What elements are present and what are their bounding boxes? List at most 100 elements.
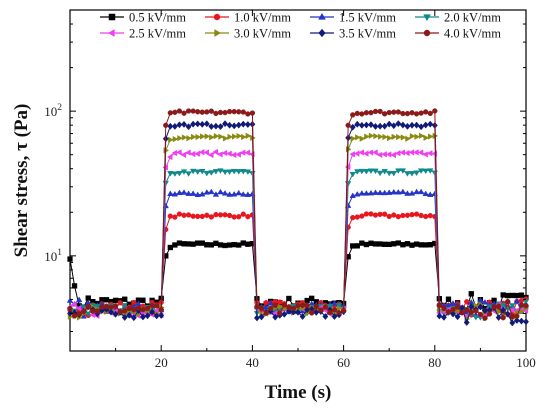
- data-point: [203, 149, 209, 156]
- data-point: [195, 109, 201, 115]
- data-point: [230, 151, 237, 159]
- data-point: [67, 256, 73, 262]
- data-point: [394, 150, 401, 157]
- data-point: [185, 123, 192, 131]
- data-point: [244, 121, 251, 129]
- data-point: [363, 169, 370, 175]
- data-point: [441, 305, 447, 312]
- data-point: [391, 241, 397, 247]
- data-point: [108, 308, 115, 316]
- x-tick-label: 60: [337, 355, 350, 370]
- data-point: [385, 151, 392, 158]
- data-point: [518, 302, 525, 308]
- data-point: [194, 191, 201, 197]
- legend-label: 3.5 kV/mm: [339, 27, 396, 41]
- data-point: [322, 312, 329, 320]
- data-point: [217, 151, 223, 158]
- data-point: [404, 122, 411, 130]
- data-point: [364, 133, 370, 140]
- data-point: [349, 192, 356, 198]
- data-point: [185, 212, 192, 218]
- data-point: [190, 241, 196, 247]
- data-point: [208, 188, 215, 195]
- legend-item: 2.0 kV/mm: [415, 11, 501, 25]
- data-point: [235, 151, 241, 158]
- data-point: [230, 190, 238, 197]
- data-point: [304, 302, 310, 308]
- data-point: [99, 304, 105, 310]
- data-point: [381, 169, 388, 175]
- data-point: [167, 171, 174, 177]
- data-point: [363, 190, 370, 196]
- data-point: [290, 305, 297, 312]
- data-point: [222, 242, 228, 249]
- data-point: [172, 109, 178, 115]
- data-point: [427, 120, 434, 128]
- data-point: [473, 308, 479, 314]
- data-point: [377, 241, 383, 247]
- data-point: [376, 189, 384, 196]
- data-point: [445, 309, 452, 315]
- data-point: [222, 109, 228, 116]
- data-point: [523, 318, 529, 326]
- data-point: [212, 148, 219, 156]
- axis-layer: 20 40 60 80 100 101 102: [44, 9, 536, 370]
- data-point: [349, 123, 356, 131]
- data-point: [363, 211, 370, 217]
- data-point: [121, 313, 128, 322]
- data-point: [112, 310, 119, 318]
- data-point: [85, 311, 92, 318]
- data-point: [217, 212, 224, 218]
- data-point: [221, 190, 229, 196]
- data-point: [381, 241, 388, 247]
- data-point: [427, 168, 434, 174]
- data-point: [481, 298, 489, 305]
- data-point: [391, 212, 397, 218]
- data-point: [181, 134, 188, 141]
- x-tick-label: 100: [516, 355, 536, 370]
- data-point: [177, 135, 183, 142]
- data-point: [166, 153, 173, 161]
- data-point: [254, 303, 260, 310]
- data-point: [359, 111, 365, 117]
- data-point: [267, 299, 274, 306]
- data-point: [382, 133, 389, 141]
- series-2-5-kv-mm: [66, 148, 529, 320]
- data-point: [363, 150, 369, 157]
- data-point: [281, 310, 288, 318]
- data-point: [227, 133, 233, 141]
- legend-label: 2.5 kV/mm: [129, 27, 186, 41]
- data-point: [372, 189, 379, 195]
- data-point: [112, 303, 119, 309]
- data-point: [240, 120, 247, 128]
- data-point: [195, 133, 202, 141]
- data-point: [167, 110, 173, 116]
- data-point: [391, 109, 397, 115]
- data-point: [180, 151, 187, 159]
- data-point: [209, 134, 215, 141]
- data-point: [386, 170, 393, 177]
- data-point: [299, 302, 306, 308]
- data-point: [404, 212, 411, 218]
- data-point: [395, 168, 402, 174]
- x-tick-label: 80: [428, 355, 441, 370]
- series-line: [69, 110, 527, 320]
- data-point: [509, 313, 515, 320]
- data-point: [240, 191, 247, 197]
- data-point: [417, 188, 425, 195]
- data-point: [481, 307, 488, 315]
- data-point: [176, 121, 183, 129]
- data-point: [158, 307, 164, 313]
- data-point: [204, 212, 210, 218]
- data-point: [353, 150, 360, 157]
- data-point: [103, 297, 110, 303]
- data-point: [363, 241, 370, 248]
- data-point: [304, 297, 310, 304]
- data-point: [168, 136, 174, 143]
- data-point: [386, 189, 393, 195]
- data-point: [226, 191, 233, 197]
- data-point: [213, 212, 219, 218]
- data-point: [359, 135, 366, 142]
- data-point: [377, 133, 384, 140]
- data-point: [327, 309, 333, 316]
